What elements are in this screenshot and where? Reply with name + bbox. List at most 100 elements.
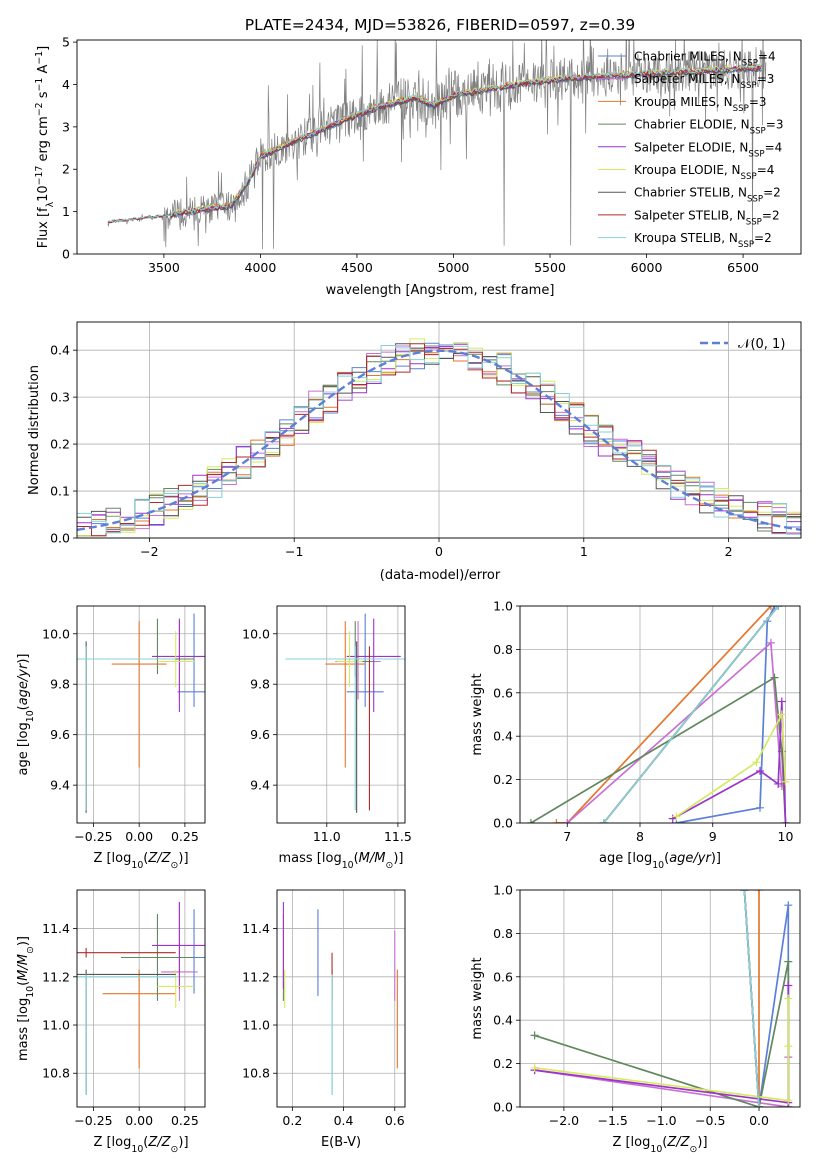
weight_vs_age-ytick-label: 0.2 <box>493 772 513 787</box>
residuals-xtick-label: 0 <box>435 544 443 559</box>
weight_vs_Z-series-marker <box>784 901 793 910</box>
weight_vs_Z-series-marker <box>740 890 749 894</box>
mass_vs_Z-ytick-label: 11.4 <box>42 921 70 936</box>
residuals-ytick-label: 0.2 <box>50 437 70 452</box>
spectrum-ytick-label: 5 <box>62 35 70 50</box>
age_vs_Z-xtick-label: −0.25 <box>74 829 112 844</box>
figure-title: PLATE=2434, MJD=53826, FIBERID=0597, z=0… <box>245 16 635 34</box>
weight_vs_age-series-line <box>556 606 772 823</box>
weight_vs_Z-series-marker <box>755 1103 764 1107</box>
spectrum-legend-label: Salpeter STELIB, NSSP=2 <box>634 208 780 227</box>
weight_vs_age-series-line <box>675 711 787 818</box>
age_vs_Z-xtick-label: 0.00 <box>125 829 153 844</box>
weight_vs_age-xlabel: age [log10(age/yr)] <box>599 851 721 871</box>
weight_vs_age-ytick-label: 0.8 <box>493 642 513 657</box>
age_vs_Z-errorbar-point <box>77 646 176 811</box>
mass_vs_EBV-frame <box>276 889 406 1108</box>
age_vs_mass-xtick-label: 11.5 <box>384 829 412 844</box>
mass_vs_Z-errorbar-point <box>102 969 176 1069</box>
spectrum-axes: 3500 4000 4500 5000 5500 6000 6500 0 1 2 3 4 5 wavele… <box>34 35 802 298</box>
weight_vs_Z-series-marker <box>784 1096 793 1105</box>
mass_vs_Z-ytick-label: 11.2 <box>42 969 70 984</box>
weight_vs_age-series-marker <box>770 606 779 610</box>
weight_vs_Z-series-marker <box>530 1063 539 1072</box>
weight_vs_age-series-marker <box>777 710 786 719</box>
weight_vs_age-xtick-label: 8 <box>636 829 644 844</box>
mass_vs_Z-errorbar-point <box>151 902 205 989</box>
spectrum-frame <box>76 39 802 255</box>
age_vs_Z-ytick-label: 9.8 <box>50 677 70 692</box>
age_vs_mass-ytick-label: 10.0 <box>242 626 270 641</box>
mass_vs_EBV-ytick-label: 11.0 <box>242 1018 270 1033</box>
mass_vs_EBV-xlabel: E(B-V) <box>321 1135 361 1150</box>
weight_vs_Z-ytick-label: 0.2 <box>493 1056 513 1071</box>
weight_vs_Z-ytick-label: 0.0 <box>493 1100 513 1115</box>
residuals-ytick-label: 0.0 <box>50 531 70 546</box>
age_vs_Z-frame <box>76 605 206 824</box>
spectrum-ytick-label: 1 <box>62 204 70 219</box>
mass_vs_EBV-xtick-label: 0.2 <box>282 1113 302 1128</box>
weight_vs_age-series-marker <box>781 777 790 786</box>
age_vs_mass-xtick-label: 11.0 <box>313 829 341 844</box>
weight_vs_age-series-marker <box>770 673 779 682</box>
weight_vs_age-series-marker <box>756 766 764 775</box>
weight_vs_age-series-marker <box>777 697 786 706</box>
age_vs_Z-xtick-label: 0.25 <box>171 829 199 844</box>
spectrum-legend-label: Salpeter MILES, NSSP=3 <box>634 72 774 91</box>
spectrum-xtick-label: 3500 <box>148 260 180 275</box>
weight_vs_age-series-marker <box>526 819 535 823</box>
residuals-plot-area <box>77 338 801 537</box>
weight_vs_age-series-marker <box>552 819 561 823</box>
spectrum-xtick-label: 5000 <box>438 260 470 275</box>
age_vs_Z-axes: −0.25 0.00 0.25 9.4 9.6 9.8 10.0 Z [log10(Z/Z⊙)… <box>16 605 206 871</box>
age_vs_Z-errorbar-point <box>177 613 205 707</box>
weight_vs_age-plot-area <box>526 606 790 823</box>
spectrum-xlabel: wavelength [Angstrom, rest frame] <box>326 283 555 298</box>
weight_vs_Z-frame <box>519 889 801 1108</box>
weight_vs_Z-xtick-label: 0.0 <box>749 1113 769 1128</box>
weight_vs_Z-ytick-label: 0.4 <box>493 1013 513 1028</box>
spectrum-model-line <box>107 63 763 223</box>
mass_vs_Z-xlabel: Z [log10(Z/Z⊙)] <box>93 1135 188 1155</box>
residuals-hist-step <box>77 343 801 526</box>
spectrum-ylabel: Flux [fλ10−17 erg cm−2 s−1 A−1] <box>34 46 56 248</box>
residuals-hist-step <box>77 345 801 535</box>
weight_vs_Z-plot-area <box>530 890 793 1107</box>
weight_vs_age-series-marker <box>774 779 783 788</box>
mass_vs_EBV-ytick-label: 11.4 <box>242 921 270 936</box>
weight_vs_Z-ytick-label: 0.6 <box>493 969 513 984</box>
age_vs_Z-ytick-label: 9.4 <box>50 778 70 793</box>
weight_vs_Z-xtick-label: −1.0 <box>646 1113 676 1128</box>
weight_vs_Z-xlabel: Z [log10(Z/Z⊙)] <box>612 1135 707 1155</box>
mass_vs_Z-xtick-label: 0.25 <box>171 1113 199 1128</box>
mass_vs_Z-xtick-label: −0.25 <box>74 1113 112 1128</box>
residuals-xlabel: (data-model)/error <box>380 568 501 583</box>
age_vs_Z-ytick-label: 9.6 <box>50 727 70 742</box>
weight_vs_age-series-marker <box>756 803 764 812</box>
weight_vs_Z-xtick-label: −2.0 <box>549 1113 579 1128</box>
age_vs_mass-errorbar-point <box>285 646 405 811</box>
age_vs_mass-frame <box>276 605 406 824</box>
age_vs_Z-xlabel: Z [log10(Z/Z⊙)] <box>93 851 188 871</box>
weight_vs_Z-ytick-label: 0.8 <box>493 926 513 941</box>
weight_vs_age-ytick-label: 1.0 <box>493 599 513 614</box>
spectrum-ytick-label: 3 <box>62 119 70 134</box>
weight_vs_age-ylabel: mass weight <box>470 673 485 755</box>
weight_vs_age-series-marker <box>563 819 572 823</box>
residuals-ytick-label: 0.4 <box>50 343 70 358</box>
weight_vs_Z-ytick-label: 1.0 <box>493 883 513 898</box>
spectrum-legend-label: Chabrier MILES, NSSP=4 <box>634 50 776 69</box>
spectrum-legend-label: Kroupa MILES, NSSP=3 <box>634 95 767 114</box>
mass_vs_Z-ytick-label: 10.8 <box>42 1066 70 1081</box>
spectrum-legend-label: Kroupa ELODIE, NSSP=4 <box>634 163 774 182</box>
mass_vs_Z-errorbar-point <box>157 969 195 1009</box>
weight_vs_age-series-marker <box>766 606 775 610</box>
weight_vs_age-series-marker <box>752 758 761 767</box>
weight_vs_Z-series-marker <box>530 1031 539 1040</box>
residuals-legend-label: 𝒩(0, 1) <box>738 337 785 352</box>
age_vs_mass-ytick-label: 9.4 <box>250 778 270 793</box>
spectrum-xtick-label: 4000 <box>245 260 277 275</box>
weight_vs_Z-xtick-label: −0.5 <box>695 1113 725 1128</box>
weight_vs_age-series-marker <box>774 606 783 610</box>
weight_vs_age-ytick-label: 0.0 <box>493 816 513 831</box>
